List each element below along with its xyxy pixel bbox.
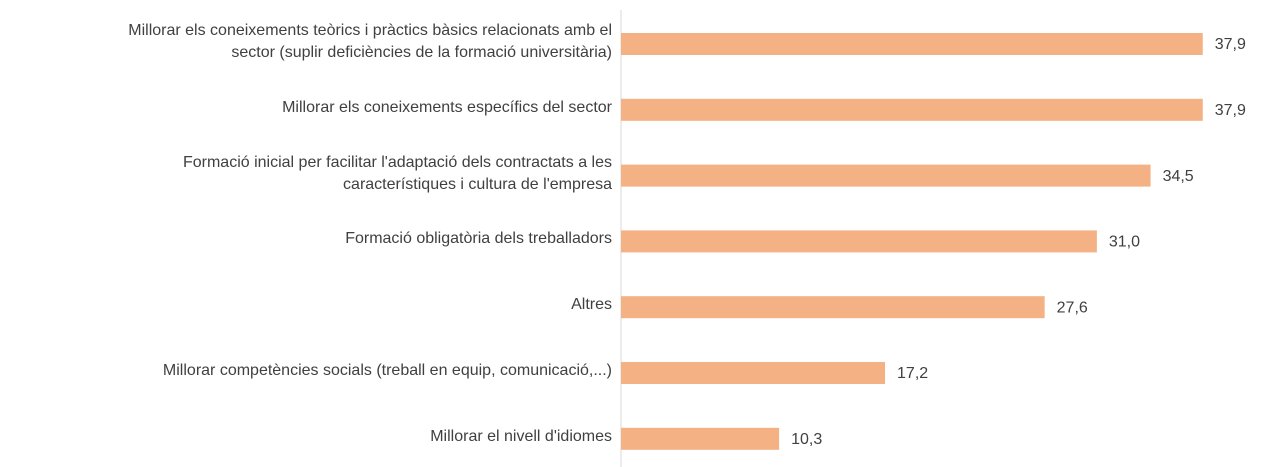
- bar: [621, 427, 780, 450]
- value-label: 34,5: [1163, 168, 1194, 185]
- bar: [621, 362, 886, 384]
- value-label: 37,9: [1215, 36, 1246, 53]
- value-label: 37,9: [1215, 102, 1246, 119]
- bar: [621, 230, 1097, 253]
- category-label: Millorar competències socials (treball e…: [162, 362, 612, 379]
- bar: [621, 98, 1203, 121]
- category-label: Millorar els coneixements teòrics i pràc…: [128, 22, 612, 61]
- bar: [621, 164, 1151, 187]
- category-label: Formació inicial per facilitar l'adaptac…: [182, 153, 612, 193]
- category-label: Millorar els coneixements específics del…: [282, 98, 612, 116]
- category-label: Formació obligatòria dels treballadors: [345, 230, 612, 248]
- category-label: Altres: [571, 296, 612, 314]
- value-label: 31,0: [1109, 234, 1140, 251]
- value-label: 17,2: [897, 365, 928, 382]
- category-label: Millorar el nivell d'idiomes: [430, 427, 612, 445]
- bar: [621, 296, 1045, 319]
- value-label: 27,6: [1057, 299, 1088, 316]
- bar: [621, 33, 1203, 55]
- value-label: 10,3: [791, 431, 822, 448]
